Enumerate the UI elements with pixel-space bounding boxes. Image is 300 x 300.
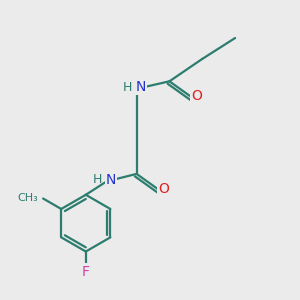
Text: N: N (136, 80, 146, 94)
Text: O: O (159, 182, 170, 196)
Text: O: O (191, 89, 202, 103)
Text: H: H (92, 173, 102, 186)
Text: CH₃: CH₃ (17, 193, 38, 203)
Text: N: N (106, 173, 116, 187)
Text: H: H (122, 81, 132, 94)
Text: F: F (82, 265, 90, 278)
